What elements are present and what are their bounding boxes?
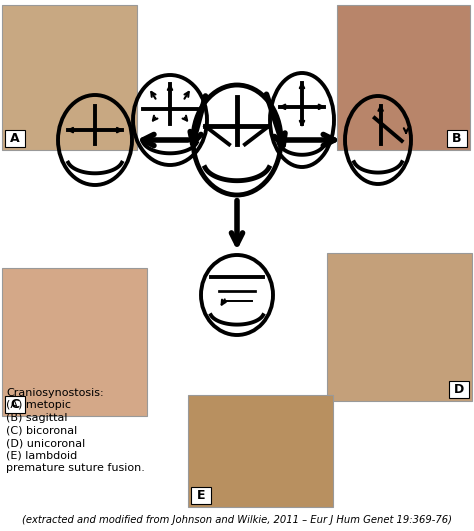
Bar bbox=[188, 395, 333, 507]
Text: (A) metopic: (A) metopic bbox=[6, 400, 71, 410]
Bar bbox=[447, 130, 467, 147]
Text: D: D bbox=[454, 383, 464, 396]
Bar bbox=[2, 5, 137, 150]
Text: premature suture fusion.: premature suture fusion. bbox=[6, 463, 145, 473]
Text: C: C bbox=[10, 398, 19, 411]
Bar bbox=[337, 5, 470, 150]
Text: A: A bbox=[10, 132, 20, 145]
Text: (D) unicoronal: (D) unicoronal bbox=[6, 438, 85, 448]
Bar bbox=[5, 396, 25, 413]
Bar bbox=[191, 487, 211, 504]
Text: (extracted and modified from Johnson and Wilkie, 2011 – Eur J Hum Genet 19:369-7: (extracted and modified from Johnson and… bbox=[22, 515, 452, 525]
Text: (B) sagittal: (B) sagittal bbox=[6, 413, 67, 423]
Text: Craniosynostosis:: Craniosynostosis: bbox=[6, 388, 104, 398]
Bar bbox=[449, 381, 469, 398]
Text: E: E bbox=[197, 489, 205, 502]
Text: (E) lambdoid: (E) lambdoid bbox=[6, 450, 77, 460]
Text: (C) bicoronal: (C) bicoronal bbox=[6, 425, 77, 435]
Bar bbox=[5, 130, 25, 147]
Bar bbox=[2, 268, 147, 416]
Bar bbox=[327, 253, 472, 401]
Text: B: B bbox=[452, 132, 462, 145]
